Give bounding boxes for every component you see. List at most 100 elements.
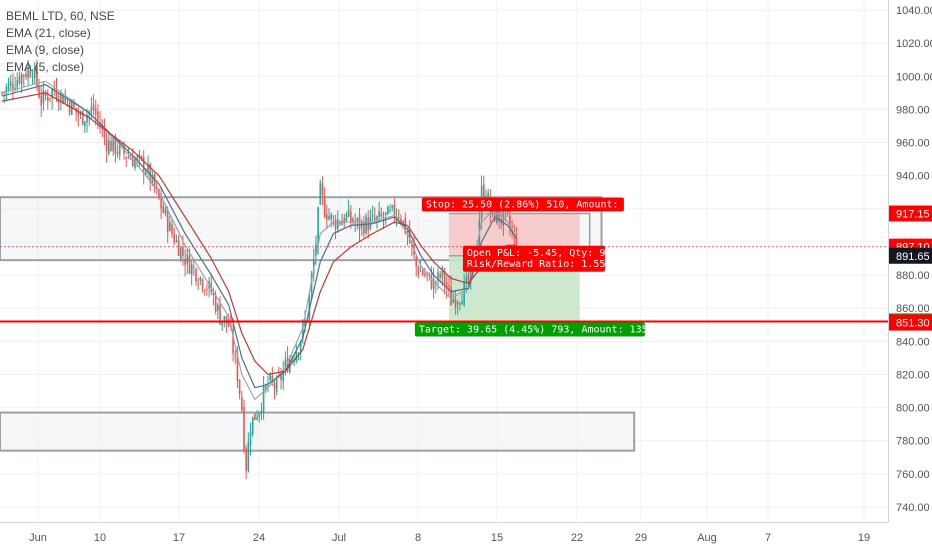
candle-body <box>7 83 10 90</box>
candle-body <box>419 270 422 272</box>
candle-body <box>452 299 455 303</box>
price-tick-label: 860.00 <box>896 303 930 315</box>
candle-body <box>264 384 267 390</box>
candle-body <box>302 323 304 339</box>
candle-body <box>295 351 298 362</box>
time-tick-label: 22 <box>571 532 583 544</box>
candle-body <box>97 111 99 120</box>
candle-body <box>149 163 152 183</box>
candle-body <box>482 184 485 199</box>
candle-body <box>31 76 34 78</box>
candle-body <box>33 67 36 79</box>
price-tag-891-65[interactable]: 891.65 <box>889 247 932 264</box>
legend-symbol[interactable]: BEML LTD, 60, NSE <box>6 9 115 23</box>
price-tag-text: 917.15 <box>896 209 930 221</box>
legend-ema21[interactable]: EMA (21, close) <box>6 26 91 40</box>
candle-body <box>38 87 40 98</box>
legend-ema5[interactable]: EMA (5, close) <box>6 60 85 74</box>
candle-body <box>151 174 154 183</box>
candle-body <box>445 282 448 288</box>
price-tag-917-15[interactable]: 917.15 <box>889 205 932 222</box>
candle-body <box>391 205 394 208</box>
candle-body <box>336 219 339 229</box>
candle-body <box>347 209 350 217</box>
candle-body <box>1 92 3 94</box>
candle-body <box>352 218 354 223</box>
candle-body <box>369 217 372 229</box>
candle-body <box>142 157 145 174</box>
price-tick-label: 840.00 <box>896 336 930 348</box>
candle-body <box>273 383 276 389</box>
price-tick-label: 740.00 <box>896 502 930 514</box>
candle-body <box>66 101 69 103</box>
price-tag-text: 891.65 <box>896 251 930 263</box>
candle-body <box>469 263 472 284</box>
candle-body <box>448 285 450 287</box>
target-label[interactable]: Target: 39.65 (4.45%) 793, Amount: 1356.… <box>414 322 672 337</box>
candle-body <box>219 305 221 325</box>
price-tick-label: 1040.00 <box>896 5 932 17</box>
candle-body <box>129 159 132 161</box>
candle-body <box>428 272 431 274</box>
time-axis[interactable]: Jun 10 17 24 Jul 8 15 22 29 Aug 7 19 <box>0 522 888 545</box>
candle-body <box>221 320 223 326</box>
price-axis[interactable]: 740.00 760.00 780.00 800.00 820.00 840.00 860.… <box>888 0 932 550</box>
candle-body <box>463 281 465 305</box>
candle-body <box>282 370 285 382</box>
candle-body <box>437 271 439 281</box>
time-tick-label: 8 <box>415 532 421 544</box>
candle-body <box>249 431 252 446</box>
candle-body <box>193 266 195 268</box>
candle-body <box>140 156 143 159</box>
candle-body <box>155 186 158 189</box>
candle-body <box>195 269 197 282</box>
candle-body <box>354 222 356 224</box>
candle-body <box>238 380 241 395</box>
price-tag-851-30[interactable]: 851.30 <box>889 314 932 331</box>
candle-body <box>415 256 417 267</box>
candle-body <box>27 68 29 78</box>
price-tick-label: 1020.00 <box>896 38 932 50</box>
candle-body <box>223 316 226 322</box>
ema-lines <box>1 80 518 400</box>
pnl-label-text: Risk/Reward Ratio: 1.55 <box>467 259 605 270</box>
candle-body <box>432 278 435 289</box>
price-tick-label: 960.00 <box>896 138 930 150</box>
candle-body <box>454 298 457 308</box>
ema5-line <box>1 80 518 400</box>
candle-body <box>397 217 400 219</box>
time-tick-label: 7 <box>765 532 771 544</box>
ema9-line <box>1 83 518 389</box>
candle-body <box>84 121 86 127</box>
candle-body <box>506 209 509 214</box>
legend-ema9[interactable]: EMA (9, close) <box>6 43 85 57</box>
candle-body <box>341 220 343 226</box>
candle-body <box>103 128 106 137</box>
candle-body <box>166 210 169 232</box>
candle-body <box>430 274 433 289</box>
candle-body <box>153 174 156 189</box>
demand-zone <box>0 411 636 452</box>
candle-body <box>304 320 306 327</box>
candle-body <box>73 103 75 107</box>
candle-body <box>247 442 250 472</box>
candle-body <box>173 234 176 243</box>
candle-body <box>112 137 114 152</box>
candle-body <box>271 376 274 382</box>
candle-body <box>227 322 230 327</box>
candle-body <box>328 215 330 220</box>
candle-body <box>188 255 191 274</box>
chart-legend: BEML LTD, 60, NSE EMA (21, close) EMA (9… <box>6 8 115 76</box>
stop-label[interactable]: Stop: 25.50 (2.86%) 510, Amount: 770.5 <box>421 197 655 212</box>
candle-body <box>77 111 80 116</box>
candle-body <box>323 196 326 217</box>
stop-label-text: Stop: 25.50 (2.86%) 510, Amount: 770.5 <box>426 200 655 211</box>
candle-body <box>171 224 173 235</box>
candle-body <box>182 246 184 256</box>
candle-body <box>81 110 84 125</box>
candle-body <box>127 157 130 159</box>
candle-body <box>343 217 346 224</box>
candle-body <box>284 359 287 369</box>
